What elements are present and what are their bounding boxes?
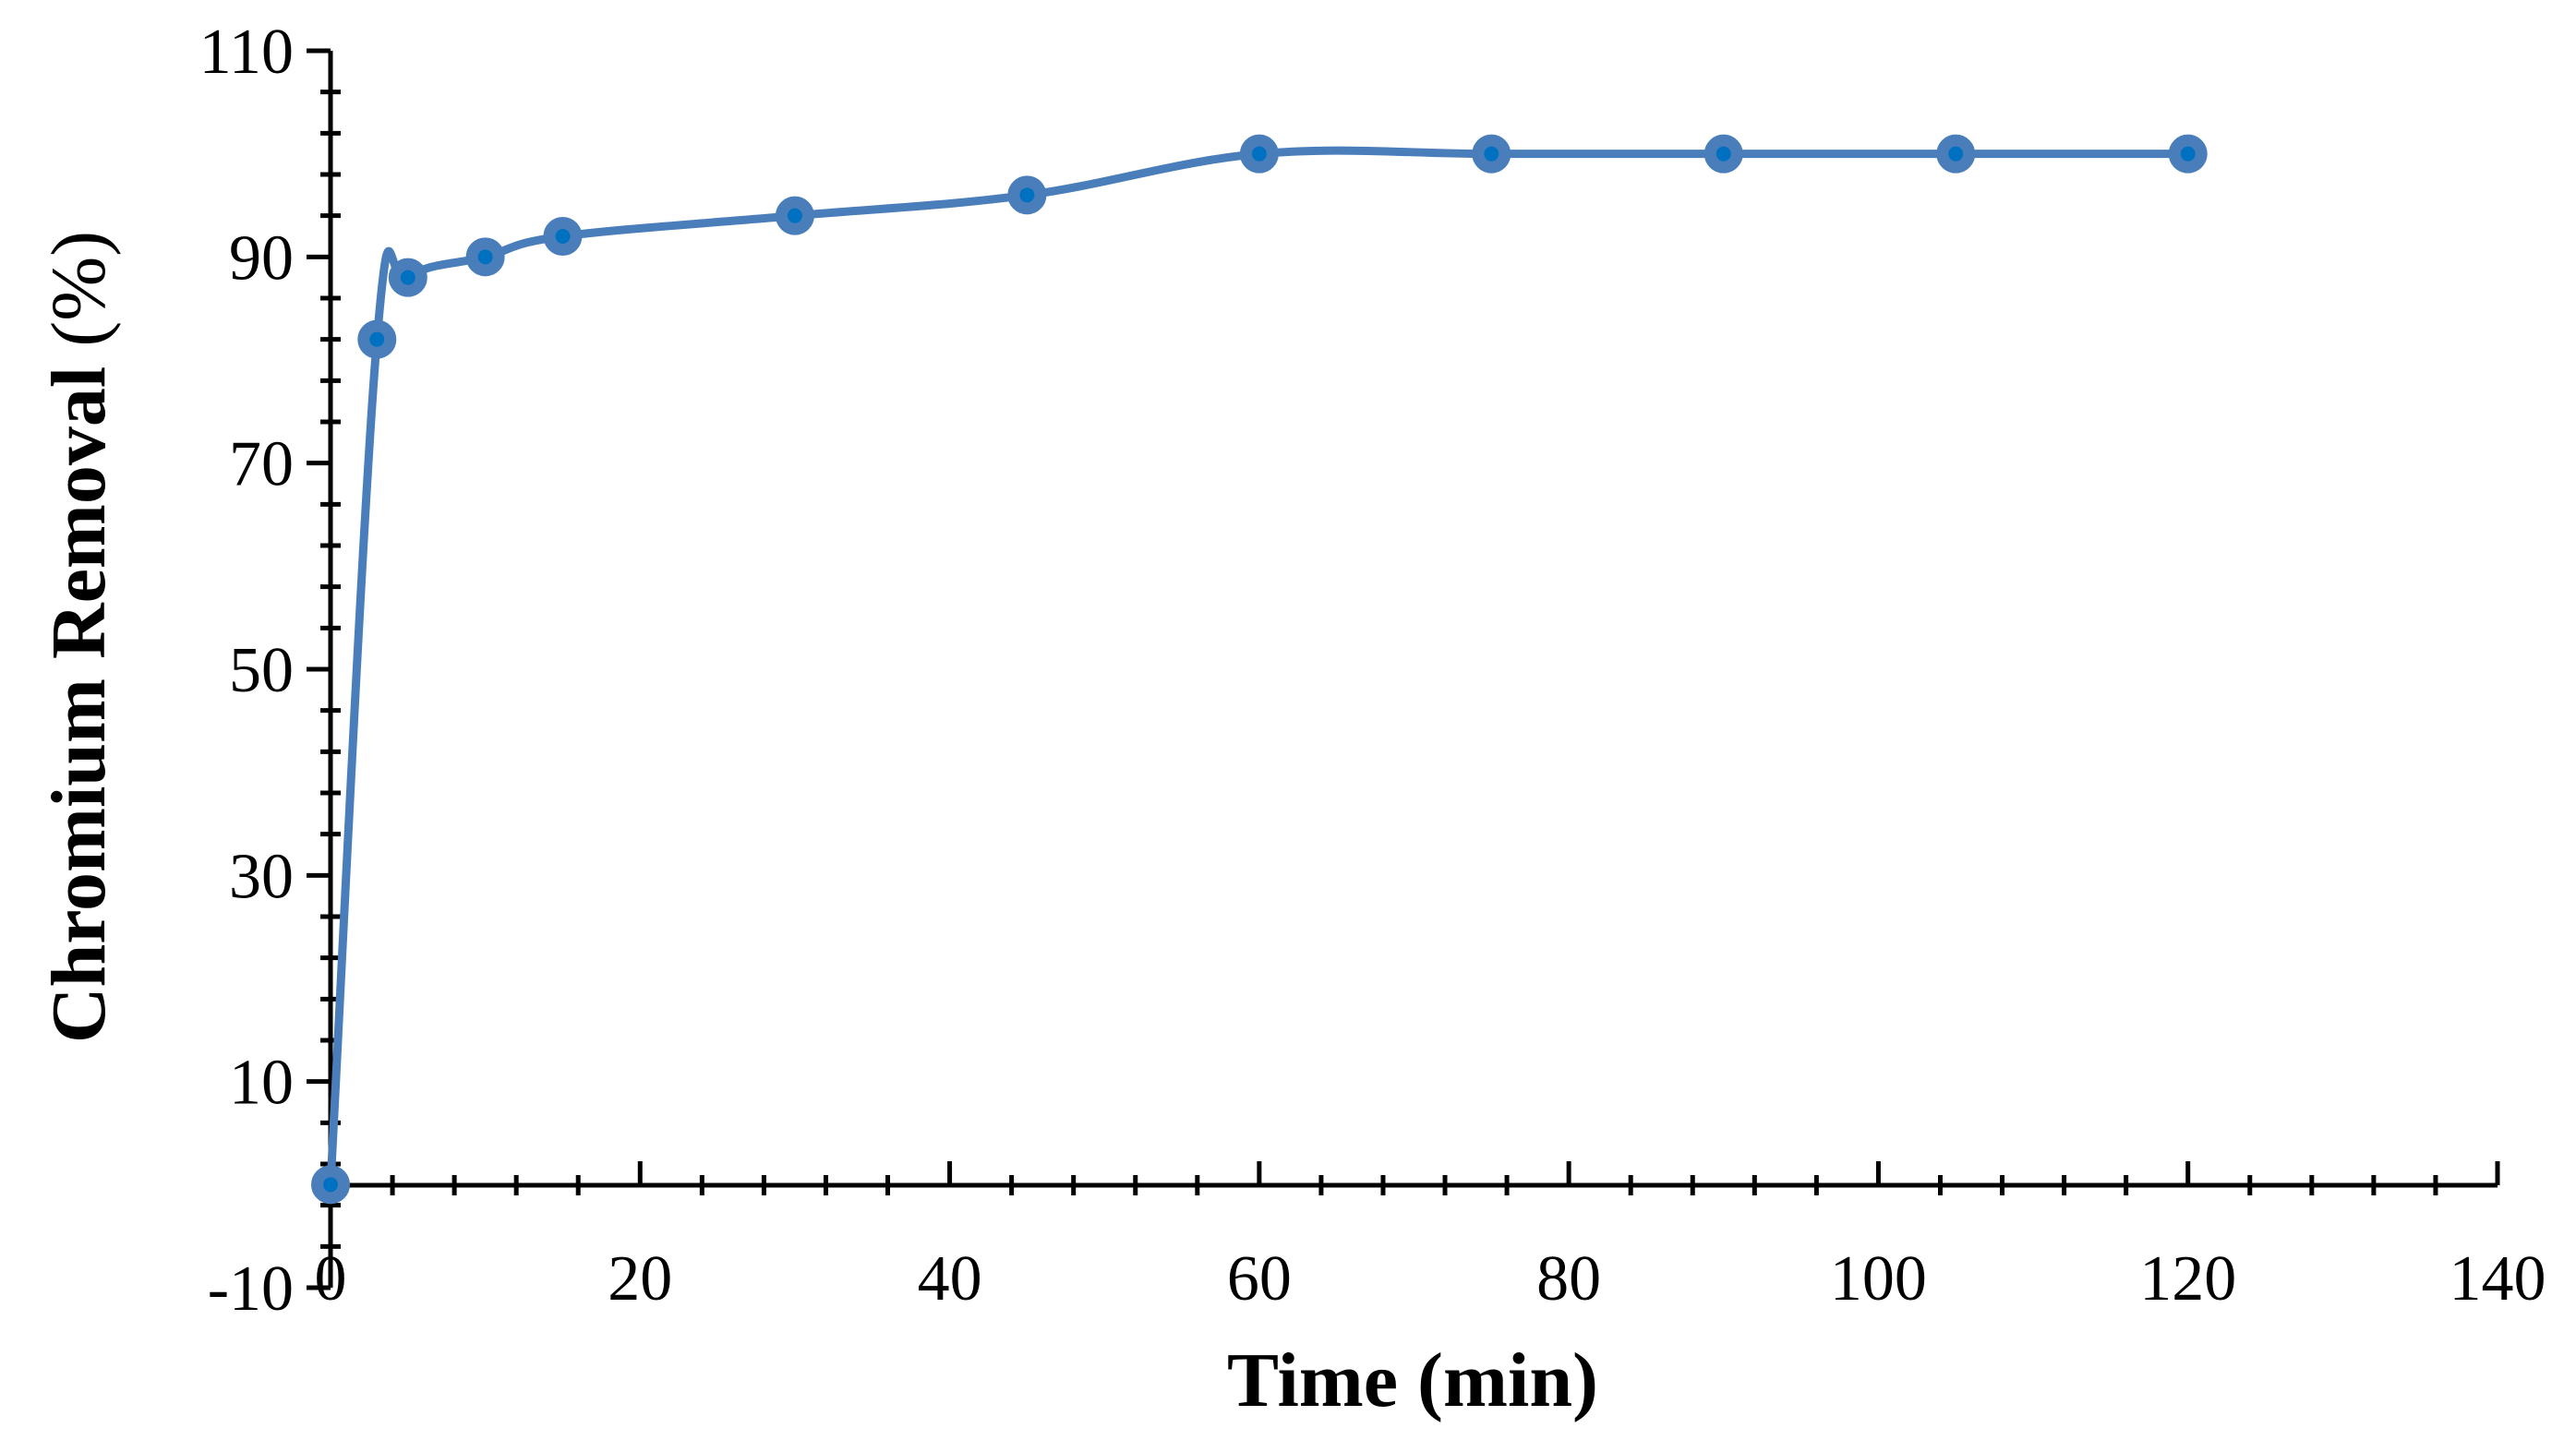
data-point-inner [1019,187,1035,203]
x-tick-label: 60 [1227,1243,1292,1314]
x-tick-label: 140 [2450,1243,2546,1314]
y-axis: -10 10 30 50 70 90 110 [199,17,341,1325]
data-point-inner [400,270,415,285]
series-line [326,146,2193,1189]
y-axis-title: Chromium Removal (%) [36,231,122,1043]
y-tick-label: 10 [229,1048,294,1119]
series [311,134,2208,1205]
x-tick-label: 20 [608,1243,672,1314]
y-tick-label: 70 [229,429,294,500]
y-axis-title-main: Chromium Removal [36,366,122,1043]
x-axis: 0 20 40 60 80 100 120 140 [315,1161,2546,1314]
x-tick-label: 40 [918,1243,982,1314]
y-tick-label: 50 [229,635,294,706]
x-axis-title: Time (min) [1227,1338,1598,1423]
y-axis-title-unit: (%) [36,231,122,366]
x-tick-label: 120 [2139,1243,2236,1314]
x-tick-label: 80 [1536,1243,1601,1314]
y-tick-label: 110 [199,17,294,88]
data-point-inner [1715,146,1731,162]
data-point-inner [555,229,571,244]
x-tick-label: 100 [1830,1243,1927,1314]
data-point-inner [1251,146,1267,162]
data-point-inner [369,331,385,347]
y-tick-label: 30 [229,841,294,912]
y-tick-label: 90 [229,222,294,294]
data-point-inner [1948,146,1964,162]
data-point-inner [1484,146,1499,162]
data-point-inner [2180,146,2196,162]
data-point-inner [787,208,802,223]
y-tick-label: -10 [208,1254,294,1325]
data-point-inner [477,249,493,265]
data-point-inner [323,1177,338,1193]
x-tick-label: 0 [315,1243,347,1314]
